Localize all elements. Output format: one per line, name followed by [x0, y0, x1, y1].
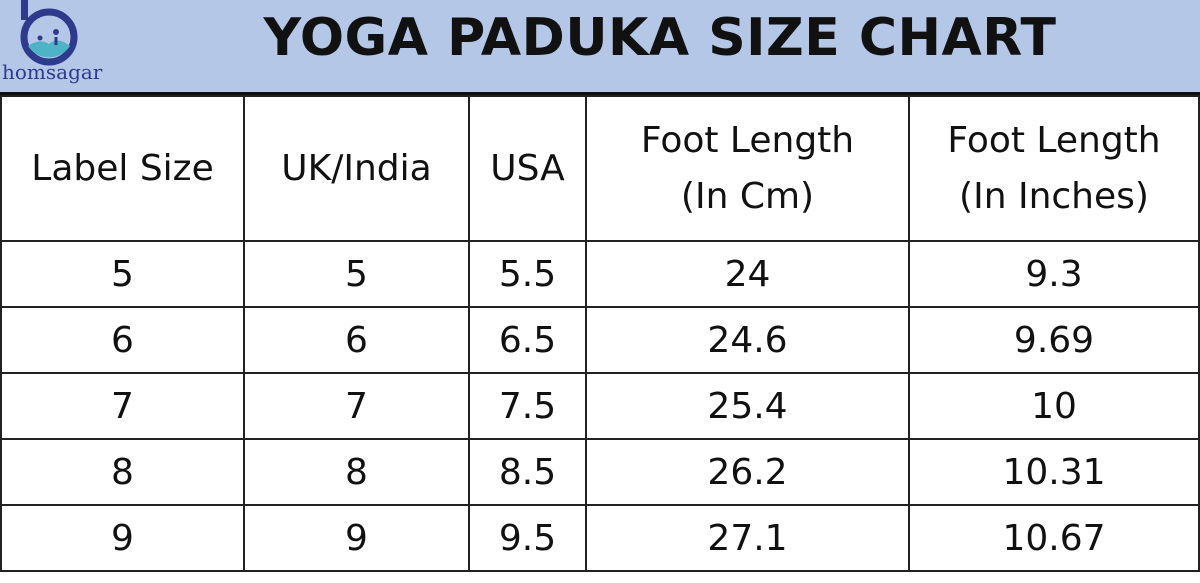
page-title: YOGA PADUKA SIZE CHART [263, 8, 1057, 68]
column-header-line: Label Size [31, 147, 214, 189]
table-cell: 7.5 [468, 372, 587, 440]
table-cell: 25.4 [585, 372, 910, 440]
table-cell: 5 [0, 240, 245, 308]
table-cell: 7 [243, 372, 470, 440]
table-cell: 9.69 [908, 306, 1200, 374]
table-cell: 6 [243, 306, 470, 374]
table-cell: 6 [0, 306, 245, 374]
table-row: 5 5 5.5 24 9.3 [0, 240, 1200, 308]
homsagar-logo: homsagar [0, 0, 110, 95]
column-header: Foot Length (In Inches) [908, 95, 1200, 242]
column-header-line: USA [490, 147, 565, 189]
table-cell: 8 [243, 438, 470, 506]
table-cell: 8.5 [468, 438, 587, 506]
table-cell: 5 [243, 240, 470, 308]
column-header-line: Foot Length [947, 119, 1161, 161]
column-header: Label Size [0, 95, 245, 242]
table-cell: 9 [243, 504, 470, 572]
table-cell: 10.67 [908, 504, 1200, 572]
table-cell: 5.5 [468, 240, 587, 308]
table-cell: 24 [585, 240, 910, 308]
column-header-line: (In Cm) [680, 175, 815, 217]
table-cell: 9.3 [908, 240, 1200, 308]
logo-text: homsagar [2, 60, 103, 84]
table-cell: 9.5 [468, 504, 587, 572]
column-header: Foot Length (In Cm) [585, 95, 910, 242]
table-cell: 6.5 [468, 306, 587, 374]
table-row: 7 7 7.5 25.4 10 [0, 372, 1200, 440]
table-cell: 9 [0, 504, 245, 572]
table-cell: 27.1 [585, 504, 910, 572]
column-header-line: UK/India [281, 147, 432, 189]
column-header: UK/India [243, 95, 470, 242]
table-cell: 10 [908, 372, 1200, 440]
column-header: USA [468, 95, 587, 242]
column-header-line: Foot Length [640, 119, 855, 161]
title-band: homsagar YOGA PADUKA SIZE CHART [0, 0, 1200, 95]
size-chart-table: Label Size UK/India USA Foot Length (In Cm) F… [0, 95, 1200, 572]
table-row: 6 6 6.5 24.6 9.69 [0, 306, 1200, 374]
table-cell: 7 [0, 372, 245, 440]
table-cell: 24.6 [585, 306, 910, 374]
header-row: Label Size UK/India USA Foot Length (In Cm) F… [0, 95, 1200, 242]
logo-icon [20, 0, 78, 66]
table-cell: 10.31 [908, 438, 1200, 506]
column-header-line: (In Inches) [959, 175, 1149, 217]
table-row: 8 8 8.5 26.2 10.31 [0, 438, 1200, 506]
table-cell: 8 [0, 438, 245, 506]
table-row: 9 9 9.5 27.1 10.67 [0, 504, 1200, 572]
table-cell: 26.2 [585, 438, 910, 506]
